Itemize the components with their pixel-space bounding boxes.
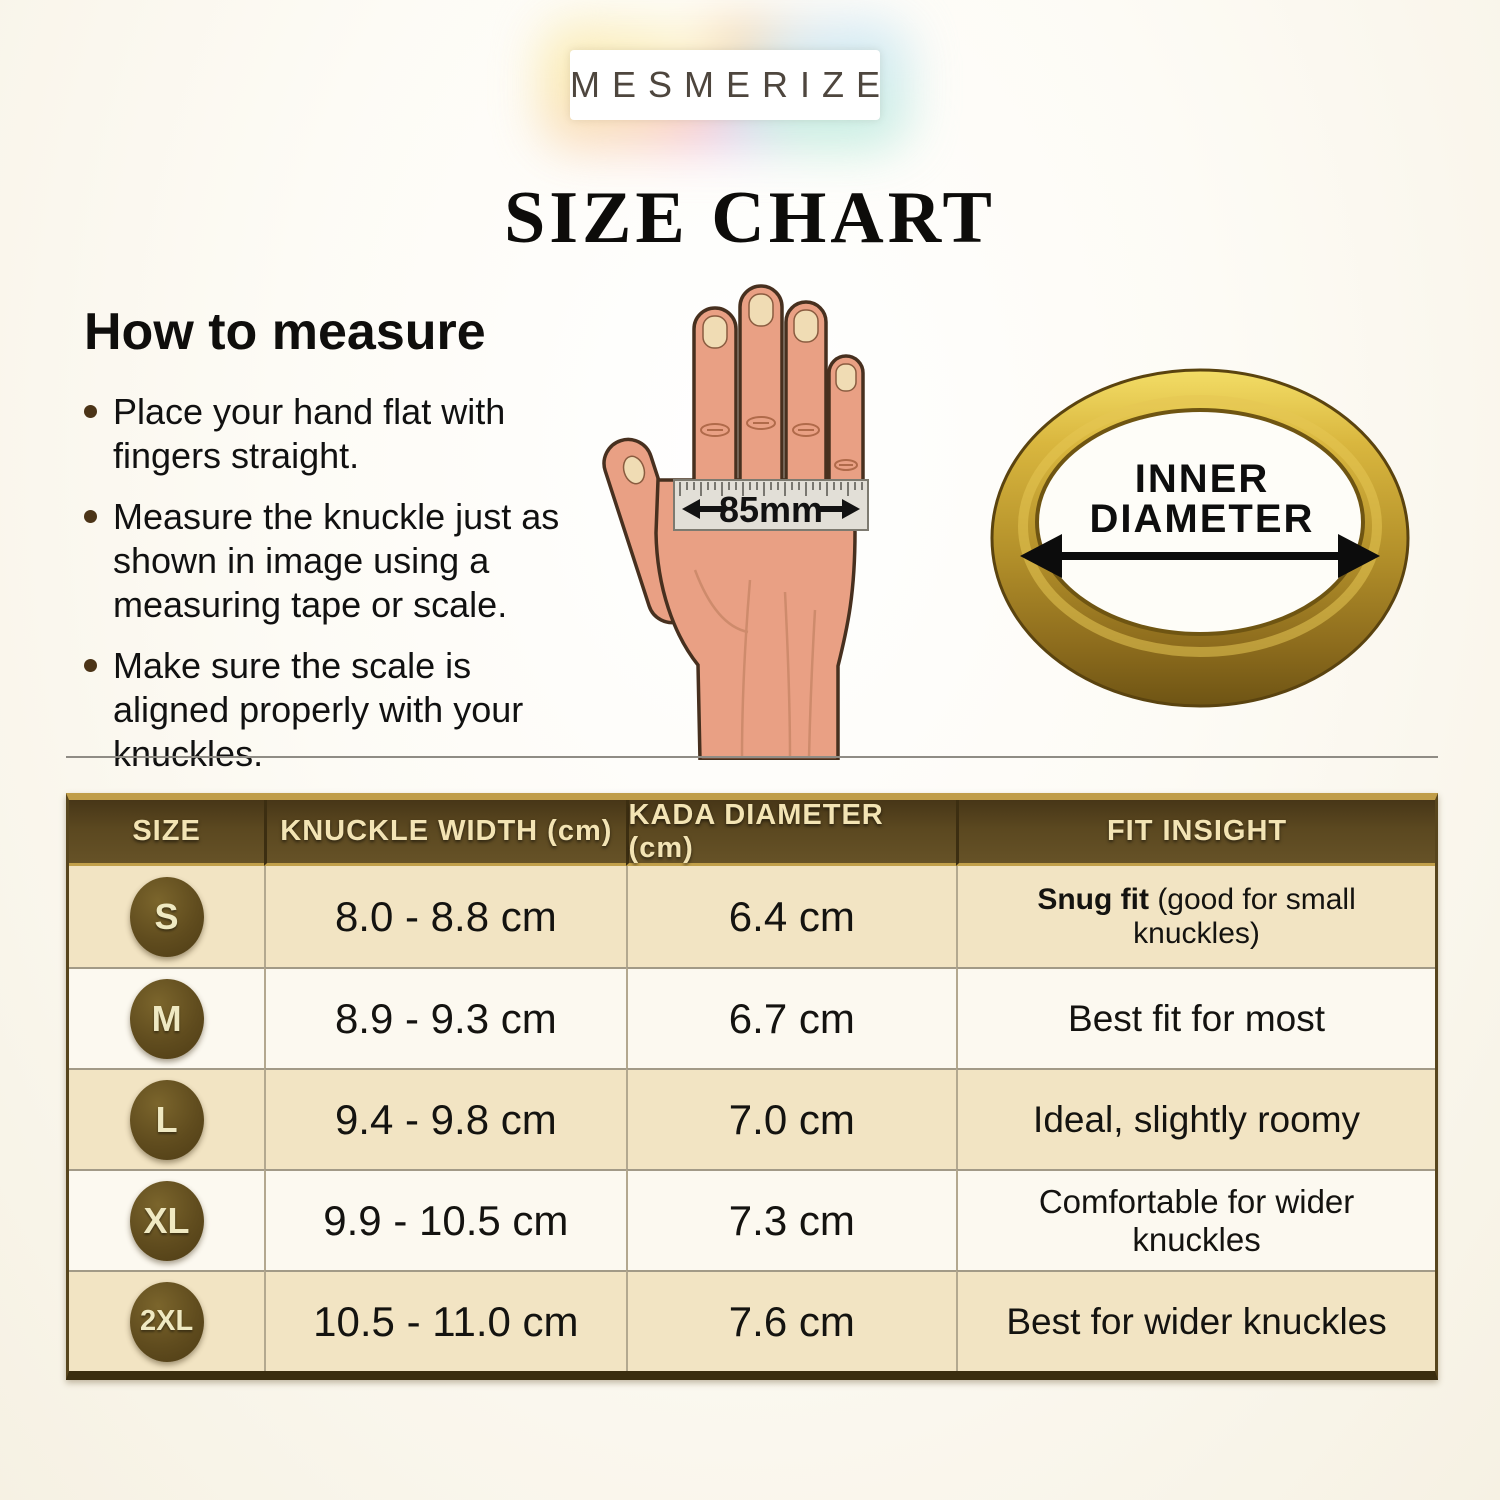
size-cell: XL: [69, 1169, 265, 1270]
size-badge: M: [129, 978, 204, 1059]
size-badge: L: [129, 1079, 204, 1160]
bullet-icon: [84, 510, 97, 523]
size-cell: S: [69, 866, 265, 967]
kada-ring-illustration: INNER DIAMETER: [990, 368, 1410, 708]
instruction-text: Make sure the scale is aligned properly …: [113, 645, 524, 774]
ruler-measurement-label: 85mm: [719, 489, 823, 530]
fit-insight-text: Best for wider knuckles: [1006, 1300, 1387, 1342]
bullet-icon: [84, 405, 97, 418]
knuckle-width-cell: 8.9 - 9.3 cm: [264, 967, 626, 1068]
fit-insight-text: Comfortable for wider knuckles: [1038, 1182, 1355, 1258]
how-to-measure-section: How to measure Place your hand flat with…: [84, 302, 584, 793]
size-badge: 2XL: [129, 1281, 204, 1362]
knuckle-width-cell: 9.4 - 9.8 cm: [264, 1068, 626, 1169]
size-cell: M: [69, 967, 265, 1068]
knuckle-width-cell: 8.0 - 8.8 cm: [264, 866, 626, 967]
how-to-measure-heading: How to measure: [84, 303, 486, 361]
section-divider: [66, 756, 1438, 758]
fit-insight-cell: Best fit for most: [956, 967, 1435, 1068]
size-cell: 2XL: [69, 1270, 265, 1371]
kada-diameter-cell: 6.4 cm: [625, 866, 957, 967]
fit-insight-cell: Comfortable for wider knuckles: [956, 1169, 1435, 1270]
instruction-text: Place your hand flat with fingers straig…: [113, 391, 506, 476]
size-chart-table: SIZE KNUCKLE WIDTH (cm) KADA DIAMETER (c…: [66, 793, 1438, 1380]
fit-insight-text: Best fit for most: [1068, 997, 1326, 1039]
instruction-text: Measure the knuckle just as shown in ima…: [113, 496, 560, 625]
fit-insight-cell: Ideal, slightly roomy: [956, 1068, 1435, 1169]
inner-diameter-arrow: [1020, 534, 1380, 578]
fit-insight-cell: Snug fit (good for small knuckles): [956, 866, 1435, 967]
list-item: Make sure the scale is aligned properly …: [84, 644, 584, 776]
list-item: Measure the knuckle just as shown in ima…: [84, 495, 584, 627]
knuckle-width-cell: 10.5 - 11.0 cm: [264, 1270, 626, 1371]
kada-diameter-cell: 6.7 cm: [625, 967, 957, 1068]
kada-diameter-cell: 7.0 cm: [625, 1068, 957, 1169]
fit-insight-text: Ideal, slightly roomy: [1033, 1098, 1361, 1140]
column-header-size: SIZE: [69, 800, 265, 866]
ring-label-line1: INNER: [1135, 457, 1269, 501]
fit-insight-bold: Snug fit: [1037, 882, 1149, 916]
fit-insight-cell: Best for wider knuckles: [956, 1270, 1435, 1371]
column-header-knuckle-width: KNUCKLE WIDTH (cm): [264, 800, 626, 866]
bullet-icon: [84, 659, 97, 672]
size-badge: S: [129, 876, 204, 957]
column-header-fit-insight: FIT INSIGHT: [956, 800, 1435, 866]
column-header-kada-diameter: KADA DIAMETER (cm): [625, 799, 957, 866]
page-title: SIZE CHART: [504, 177, 996, 259]
logo-box: MESMERIZE: [570, 50, 880, 120]
ruler-band: 85mm: [673, 479, 869, 531]
kada-diameter-cell: 7.6 cm: [625, 1270, 957, 1371]
size-cell: L: [69, 1068, 265, 1169]
ring-label-line2: DIAMETER: [1090, 497, 1315, 541]
hand-measurement-illustration: 85mm: [602, 284, 869, 760]
list-item: Place your hand flat with fingers straig…: [84, 390, 584, 478]
kada-diameter-cell: 7.3 cm: [625, 1169, 957, 1270]
fit-insight-text: (good for small knuckles): [1133, 882, 1356, 950]
knuckle-width-cell: 9.9 - 10.5 cm: [264, 1169, 626, 1270]
brand-name: MESMERIZE: [570, 64, 893, 105]
instruction-list: Place your hand flat with fingers straig…: [84, 390, 584, 776]
size-badge: XL: [129, 1180, 204, 1261]
brand-logo: MESMERIZE: [540, 20, 910, 150]
